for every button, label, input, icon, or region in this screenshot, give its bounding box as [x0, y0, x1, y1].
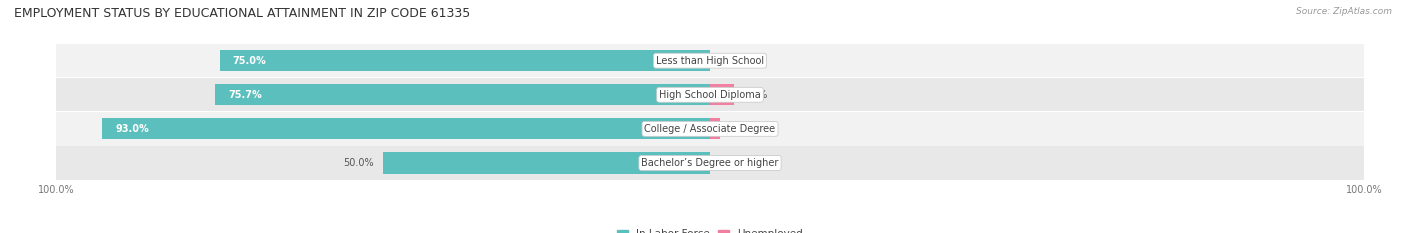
- Bar: [103, 118, 710, 140]
- Bar: [56, 112, 1364, 146]
- Text: High School Diploma: High School Diploma: [659, 90, 761, 100]
- Text: EMPLOYMENT STATUS BY EDUCATIONAL ATTAINMENT IN ZIP CODE 61335: EMPLOYMENT STATUS BY EDUCATIONAL ATTAINM…: [14, 7, 471, 20]
- Bar: [56, 146, 1364, 180]
- Bar: [710, 84, 734, 105]
- Text: Source: ZipAtlas.com: Source: ZipAtlas.com: [1296, 7, 1392, 16]
- Text: 50.0%: 50.0%: [343, 158, 374, 168]
- Text: College / Associate Degree: College / Associate Degree: [644, 124, 776, 134]
- Bar: [215, 84, 710, 105]
- Text: 93.0%: 93.0%: [115, 124, 149, 134]
- Bar: [382, 152, 710, 174]
- Text: 0.0%: 0.0%: [720, 158, 744, 168]
- Bar: [56, 78, 1364, 112]
- Text: 3.6%: 3.6%: [744, 90, 768, 100]
- Bar: [219, 50, 710, 71]
- Text: Bachelor’s Degree or higher: Bachelor’s Degree or higher: [641, 158, 779, 168]
- Text: 75.7%: 75.7%: [228, 90, 262, 100]
- Bar: [710, 118, 720, 140]
- Text: 75.0%: 75.0%: [233, 56, 267, 66]
- Bar: [56, 44, 1364, 77]
- Text: 1.5%: 1.5%: [730, 124, 754, 134]
- Text: 0.0%: 0.0%: [720, 56, 744, 66]
- Legend: In Labor Force, Unemployed: In Labor Force, Unemployed: [617, 230, 803, 233]
- Text: Less than High School: Less than High School: [657, 56, 763, 66]
